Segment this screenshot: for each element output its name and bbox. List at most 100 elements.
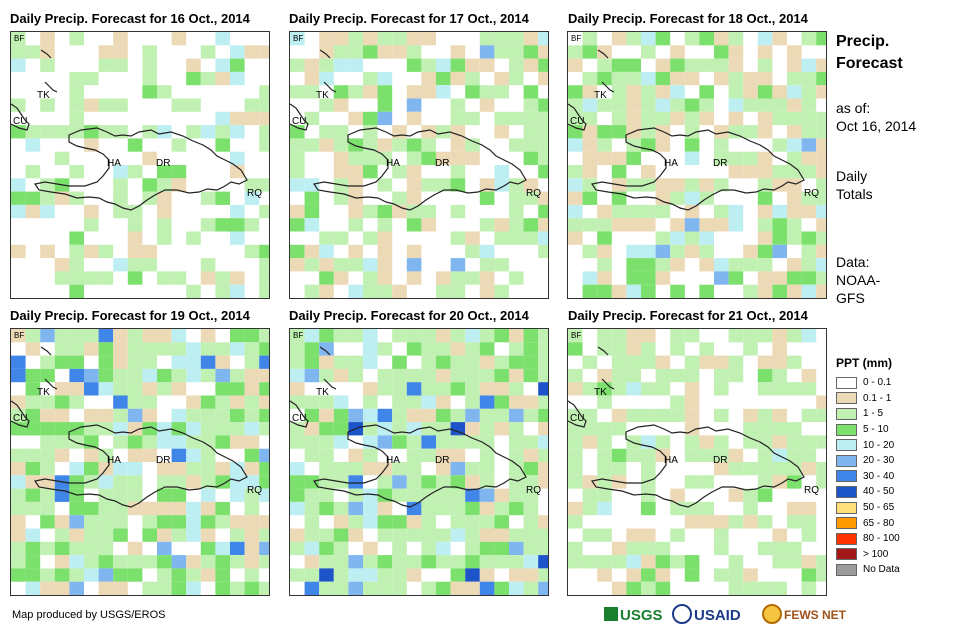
precip-cell [186, 501, 201, 516]
precip-cell [421, 138, 436, 152]
precip-cell [406, 515, 422, 529]
precip-cell [230, 422, 245, 436]
precip-cell [421, 355, 436, 369]
map-panel-2[interactable]: BF CU TK HA DR RQ [289, 31, 549, 299]
map-panel-3[interactable]: BF CU TK HA DR RQ [567, 31, 827, 299]
precip-cell [215, 111, 230, 126]
legend-label: 5 - 10 [863, 424, 889, 436]
precip-cell [787, 555, 802, 569]
precip-cell [215, 475, 230, 489]
precip-cell [230, 71, 245, 86]
legend-swatch [836, 407, 857, 420]
precip-cell [11, 204, 26, 219]
precip-cell [244, 178, 260, 192]
precip-cell [787, 98, 802, 112]
precip-cell [259, 555, 269, 569]
precip-cell [127, 555, 143, 569]
precip-cell [494, 541, 509, 556]
precip-cell [290, 329, 305, 343]
precip-cell [259, 408, 269, 423]
precip-cell [69, 231, 84, 245]
precip-cell [509, 488, 524, 502]
precip-cell [392, 488, 407, 502]
map-panel-6[interactable]: BF CU TK HA DR RQ [567, 328, 827, 596]
precip-cell [230, 408, 245, 423]
precip-cell [582, 408, 598, 423]
legend-swatch [836, 517, 857, 530]
precip-cell [509, 271, 524, 285]
precip-cell [377, 568, 393, 582]
precip-cell [479, 342, 495, 356]
precip-cell [494, 231, 509, 245]
precip-cell [259, 462, 269, 476]
precip-cell [641, 125, 656, 139]
precip-cell [523, 125, 539, 139]
precip-cell [69, 462, 84, 476]
precip-cell [363, 231, 378, 245]
precip-cell [113, 475, 128, 489]
precip-cell [290, 382, 305, 396]
precip-cell [436, 355, 451, 369]
precip-cell [421, 178, 436, 192]
hispaniola-outline [591, 424, 805, 508]
precip-cell [319, 231, 334, 245]
precip-cell [127, 342, 143, 356]
map-panel-1[interactable]: BF CU TK HA DR RQ [10, 31, 270, 299]
precip-cell [509, 581, 524, 595]
precip-cell [171, 555, 187, 569]
precip-cell [171, 448, 187, 462]
map-panel-4[interactable]: BF CU TK HA DR RQ [10, 328, 270, 596]
precip-cell [244, 191, 260, 205]
precip-cell [244, 382, 260, 396]
precip-cell [98, 515, 114, 529]
precip-cell [171, 32, 187, 46]
precip-cell [84, 462, 99, 476]
precip-cell [304, 435, 320, 449]
precip-cell [113, 435, 128, 449]
precip-cell [157, 462, 172, 476]
precip-cell [655, 368, 671, 383]
precip-cell [772, 284, 787, 298]
precip-cell [743, 408, 758, 423]
precip-cell [714, 178, 729, 192]
precip-cell [611, 355, 627, 369]
precip-cell [655, 204, 671, 219]
legend-label: 30 - 40 [863, 470, 895, 482]
precip-cell [684, 178, 700, 192]
precip-cell [699, 32, 714, 46]
precip-cell [772, 355, 787, 369]
map-label-dr: DR [156, 455, 170, 466]
precip-cell [304, 191, 320, 205]
precip-cell [684, 32, 700, 46]
precip-cell [319, 125, 334, 139]
precip-cell [611, 555, 627, 569]
precip-cell [244, 462, 260, 476]
precip-cell [377, 368, 393, 383]
precip-cell [406, 568, 422, 582]
precip-cell [611, 71, 627, 86]
precip-cell [479, 568, 495, 582]
legend-swatch [836, 454, 857, 467]
precip-cell [757, 125, 773, 139]
precip-cell [290, 488, 305, 502]
precip-cell [392, 395, 407, 409]
precip-cell [479, 45, 495, 59]
precip-cell [465, 368, 480, 383]
precip-cell [787, 45, 802, 59]
precip-cell [772, 111, 787, 126]
precip-cell [684, 98, 700, 112]
precip-cell [611, 58, 627, 72]
precip-cell [157, 125, 172, 139]
legend-label: 20 - 30 [863, 455, 895, 467]
precip-cell [319, 98, 334, 112]
precip-cell [816, 218, 826, 232]
precip-cell [714, 435, 729, 449]
precip-cell [421, 342, 436, 356]
precip-cell [113, 395, 128, 409]
precip-cell [406, 555, 422, 569]
precip-cell [582, 244, 598, 259]
precip-cell [714, 45, 729, 59]
map-panel-5[interactable]: BF CU TK HA DR RQ [289, 328, 549, 596]
precip-cell [319, 555, 334, 569]
precip-cell [787, 165, 802, 179]
